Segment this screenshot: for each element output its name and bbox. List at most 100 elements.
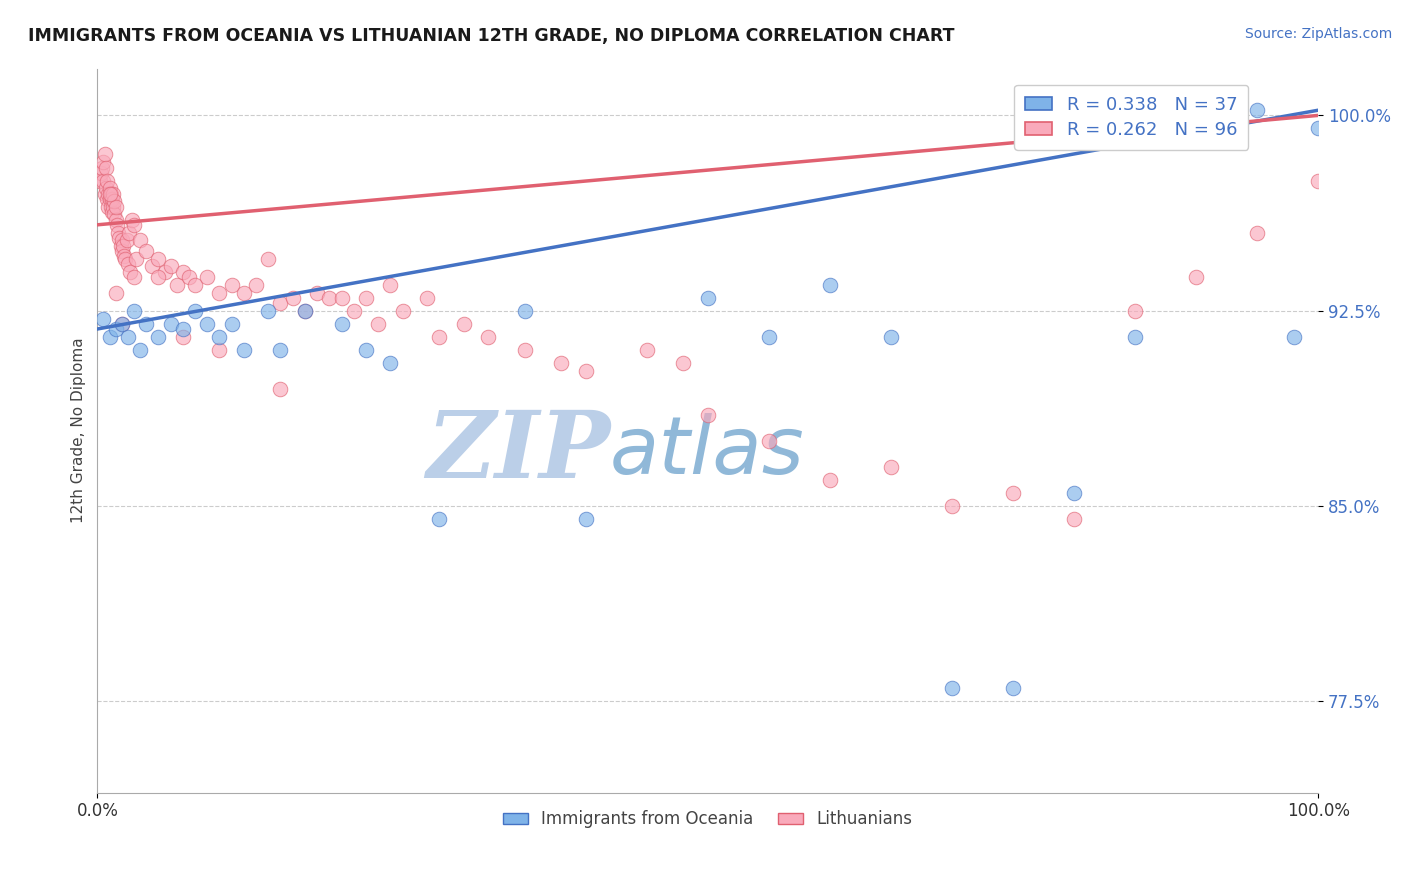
Point <box>135 244 157 258</box>
Point <box>880 330 903 344</box>
Point <box>294 303 316 318</box>
Point <box>575 512 598 526</box>
Point <box>1246 103 1268 118</box>
Point <box>104 200 127 214</box>
Point <box>1123 303 1146 318</box>
Point <box>93 186 115 201</box>
Point <box>672 356 695 370</box>
Point <box>111 317 134 331</box>
Point <box>94 181 117 195</box>
Point <box>1002 681 1025 696</box>
Point <box>93 311 115 326</box>
Point <box>343 303 366 318</box>
Text: atlas: atlas <box>610 413 804 491</box>
Point <box>129 234 152 248</box>
Point <box>103 200 125 214</box>
Point <box>195 317 218 331</box>
Point <box>166 277 188 292</box>
Point <box>269 382 291 396</box>
Point <box>380 356 402 370</box>
Point <box>307 285 329 300</box>
Point <box>93 147 115 161</box>
Point <box>100 186 122 201</box>
Point <box>111 244 134 258</box>
Point <box>90 166 112 180</box>
Point <box>114 252 136 266</box>
Point <box>184 303 207 318</box>
Point <box>148 269 170 284</box>
Point <box>129 343 152 357</box>
Point <box>1282 330 1305 344</box>
Point <box>141 260 163 274</box>
Point <box>1246 226 1268 240</box>
Point <box>172 330 194 344</box>
Point <box>269 343 291 357</box>
Point <box>94 161 117 175</box>
Point <box>941 681 963 696</box>
Text: ZIP: ZIP <box>426 408 610 498</box>
Point <box>104 322 127 336</box>
Point <box>1308 173 1330 187</box>
Point <box>108 231 131 245</box>
Point <box>103 194 125 209</box>
Point <box>354 291 377 305</box>
Text: IMMIGRANTS FROM OCEANIA VS LITHUANIAN 12TH GRADE, NO DIPLOMA CORRELATION CHART: IMMIGRANTS FROM OCEANIA VS LITHUANIAN 12… <box>28 27 955 45</box>
Point <box>391 303 413 318</box>
Point <box>1308 121 1330 136</box>
Point <box>221 317 243 331</box>
Point <box>367 317 389 331</box>
Point <box>98 192 121 206</box>
Point <box>98 181 121 195</box>
Point <box>550 356 572 370</box>
Point <box>427 330 450 344</box>
Point <box>103 207 125 221</box>
Point <box>696 408 718 422</box>
Point <box>122 303 145 318</box>
Point <box>118 226 141 240</box>
Point <box>1185 269 1208 284</box>
Point <box>245 277 267 292</box>
Point <box>380 277 402 292</box>
Point <box>112 249 135 263</box>
Point <box>117 257 139 271</box>
Point <box>135 317 157 331</box>
Point <box>330 291 353 305</box>
Point <box>427 512 450 526</box>
Point <box>1185 135 1208 149</box>
Text: Source: ZipAtlas.com: Source: ZipAtlas.com <box>1244 27 1392 41</box>
Point <box>172 322 194 336</box>
Point <box>513 303 536 318</box>
Point <box>477 330 499 344</box>
Point <box>696 291 718 305</box>
Point <box>98 330 121 344</box>
Point <box>122 269 145 284</box>
Point <box>110 238 132 252</box>
Point <box>758 330 780 344</box>
Point <box>281 291 304 305</box>
Point <box>232 285 254 300</box>
Point <box>453 317 475 331</box>
Point <box>1063 486 1085 500</box>
Point <box>208 343 231 357</box>
Point <box>208 285 231 300</box>
Point <box>148 330 170 344</box>
Point <box>257 303 280 318</box>
Point <box>122 218 145 232</box>
Point <box>1123 330 1146 344</box>
Point <box>172 265 194 279</box>
Point <box>1002 486 1025 500</box>
Point <box>115 234 138 248</box>
Point <box>941 499 963 513</box>
Point <box>177 269 200 284</box>
Point <box>104 212 127 227</box>
Point <box>221 277 243 292</box>
Point <box>818 277 841 292</box>
Point <box>96 192 118 206</box>
Point <box>880 460 903 475</box>
Point <box>758 434 780 448</box>
Point <box>100 200 122 214</box>
Point <box>208 330 231 344</box>
Point <box>121 212 143 227</box>
Point <box>96 173 118 187</box>
Y-axis label: 12th Grade, No Diploma: 12th Grade, No Diploma <box>72 338 86 524</box>
